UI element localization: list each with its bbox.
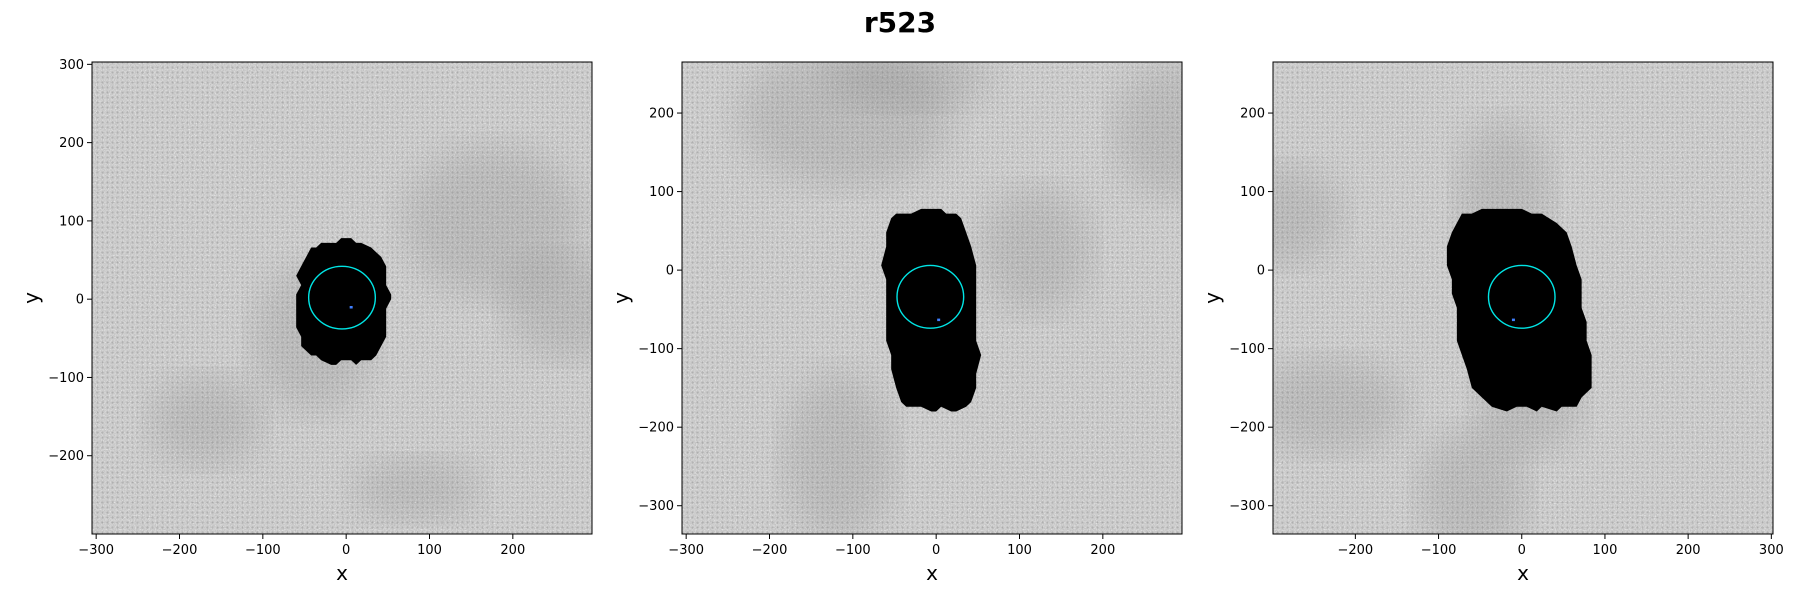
axes-frame [1272,61,1774,535]
x-tick-label: 100 [1593,543,1618,558]
image-shade [1273,165,1344,266]
image-area [92,62,592,534]
chart-panel-2: −300 −200 −100 0 100 200 200 100 0 −100 −200 −300 x y [609,61,1183,585]
y-tick-label: 200 [1240,107,1265,122]
image-shade [504,254,592,360]
image-shade [150,375,262,466]
x-tick-label: −200 [1338,543,1374,558]
center-marker [349,306,353,309]
x-axis-label: x [926,561,938,585]
image-area [682,62,1182,534]
x-tick-label: 200 [1090,543,1115,558]
y-axis-label: y [609,292,633,304]
x-tick-label: 100 [417,543,442,558]
y-tick-label: −300 [1229,499,1265,514]
y-tick-label: −200 [638,421,674,436]
dark-blob [881,208,982,412]
y-tick-label: −200 [1229,421,1265,436]
x-tick-label: −200 [752,543,788,558]
y-tick-label: 0 [1257,264,1265,279]
image-shade [353,457,481,521]
axes-frame [91,61,593,535]
x-tick-label: 100 [1007,543,1032,558]
x-tick-label: 200 [500,543,525,558]
y-tick-label: 100 [59,214,84,229]
y-tick-label: 100 [649,185,674,200]
y-tick-label: −300 [638,499,674,514]
center-marker [937,318,941,322]
x-axis-label: x [1517,561,1529,585]
y-tick-label: 300 [59,58,84,73]
cyan-circle [307,265,377,330]
image-shade [827,62,994,109]
x-tick-label: −300 [78,543,114,558]
chart-panel-3: −200 −100 0 100 200 300 200 100 0 −100 −200 −300 x y [1200,61,1784,585]
x-tick-label: 300 [1759,543,1784,558]
y-axis-label: y [19,292,43,304]
x-tick-label: 0 [932,543,940,558]
y-tick-label: 0 [76,293,84,308]
x-tick-label: 0 [1518,543,1526,558]
image-shade [980,187,1092,314]
chart-panel-1: −300 −200 −100 0 100 200 300 200 100 0 −100 −200 x y [19,58,593,585]
y-tick-label: −100 [48,371,84,386]
image-shade [1273,358,1407,453]
y-axis-label: y [1200,292,1224,304]
x-tick-label: 0 [342,543,350,558]
y-tick-label: −100 [1229,342,1265,357]
image-shade [403,146,583,298]
figure-title: r523 [863,6,937,39]
center-marker [1511,318,1515,322]
y-tick-label: 0 [666,264,674,279]
x-tick-label: −200 [162,543,198,558]
x-tick-label: −300 [668,543,704,558]
image-shade [784,372,895,534]
y-tick-label: −100 [638,342,674,357]
y-tick-label: 200 [59,136,84,151]
x-tick-label: −100 [245,543,281,558]
cyan-circle [1487,264,1556,329]
x-axis-label: x [336,561,348,585]
image-shade [1418,428,1528,534]
y-tick-label: −200 [48,449,84,464]
x-tick-label: 200 [1676,543,1701,558]
y-tick-label: 200 [649,107,674,122]
axes-frame [681,61,1183,535]
dark-blob [296,238,392,365]
x-tick-label: −100 [835,543,871,558]
cyan-circle [896,264,965,329]
image-shade [1113,63,1182,197]
dark-blob [1446,208,1592,412]
x-tick-label: −100 [1421,543,1457,558]
image-area [1273,62,1773,534]
y-tick-label: 100 [1240,185,1265,200]
